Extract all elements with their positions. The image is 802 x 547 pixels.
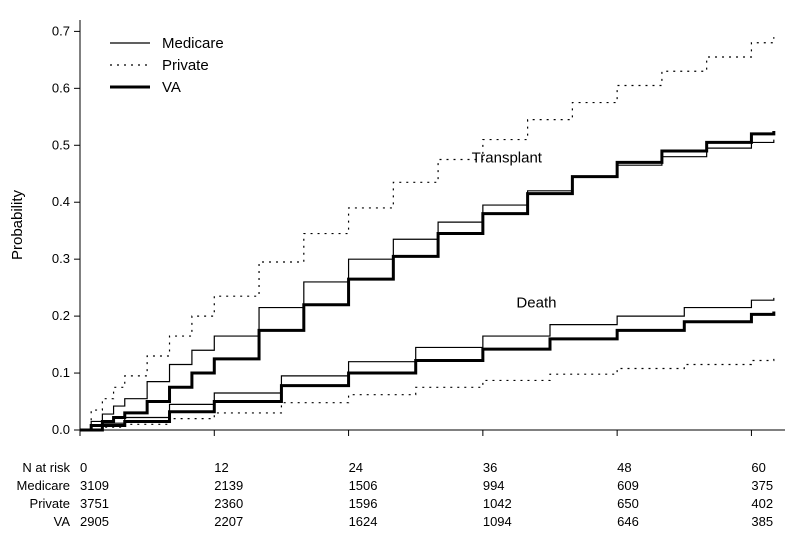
risk-x-tick: 0 <box>80 460 87 475</box>
y-tick-label: 0.4 <box>52 194 70 209</box>
risk-x-tick: 48 <box>617 460 631 475</box>
legend-label: VA <box>162 79 181 96</box>
y-axis-label: Probability <box>9 189 26 260</box>
y-tick-label: 0.7 <box>52 23 70 38</box>
y-tick-label: 0.0 <box>52 422 70 437</box>
legend-label: Private <box>162 57 209 74</box>
cumulative-incidence-chart: 0.0 0.1 0.2 0.3 0.4 0.5 0.6 0.7 Probability Trans… <box>0 0 802 547</box>
risk-value: 650 <box>617 496 639 511</box>
risk-row-label: VA <box>54 514 71 529</box>
y-tick-label: 0.2 <box>52 308 70 323</box>
risk-value: 1094 <box>483 514 512 529</box>
curve-label: Death <box>516 295 556 312</box>
risk-x-tick: 36 <box>483 460 497 475</box>
risk-table-title: N at risk <box>22 460 70 475</box>
risk-value: 3751 <box>80 496 109 511</box>
risk-value: 1506 <box>349 478 378 493</box>
risk-value: 385 <box>751 514 773 529</box>
chart-container: 0.0 0.1 0.2 0.3 0.4 0.5 0.6 0.7 Probability Trans… <box>0 0 802 547</box>
y-tick-label: 0.1 <box>52 365 70 380</box>
series-Transplant-VA <box>80 131 774 430</box>
risk-value: 1042 <box>483 496 512 511</box>
risk-value: 1596 <box>349 496 378 511</box>
series-Death-Private <box>80 359 774 430</box>
risk-x-tick: 12 <box>214 460 228 475</box>
risk-x-tick: 24 <box>349 460 363 475</box>
risk-value: 994 <box>483 478 505 493</box>
risk-value: 646 <box>617 514 639 529</box>
risk-value: 1624 <box>349 514 378 529</box>
series-Death-VA <box>80 312 774 430</box>
y-tick-label: 0.3 <box>52 251 70 266</box>
risk-value: 2905 <box>80 514 109 529</box>
risk-value: 402 <box>751 496 773 511</box>
risk-value: 375 <box>751 478 773 493</box>
y-tick-label: 0.6 <box>52 80 70 95</box>
risk-x-tick: 60 <box>751 460 765 475</box>
curve-label: Transplant <box>472 149 543 166</box>
y-tick-label: 0.5 <box>52 137 70 152</box>
risk-value: 2207 <box>214 514 243 529</box>
series-Transplant-Private <box>80 37 774 430</box>
legend-label: Medicare <box>162 35 224 52</box>
risk-value: 3109 <box>80 478 109 493</box>
risk-row-label: Medicare <box>17 478 70 493</box>
risk-value: 609 <box>617 478 639 493</box>
risk-row-label: Private <box>30 496 70 511</box>
risk-value: 2360 <box>214 496 243 511</box>
risk-value: 2139 <box>214 478 243 493</box>
